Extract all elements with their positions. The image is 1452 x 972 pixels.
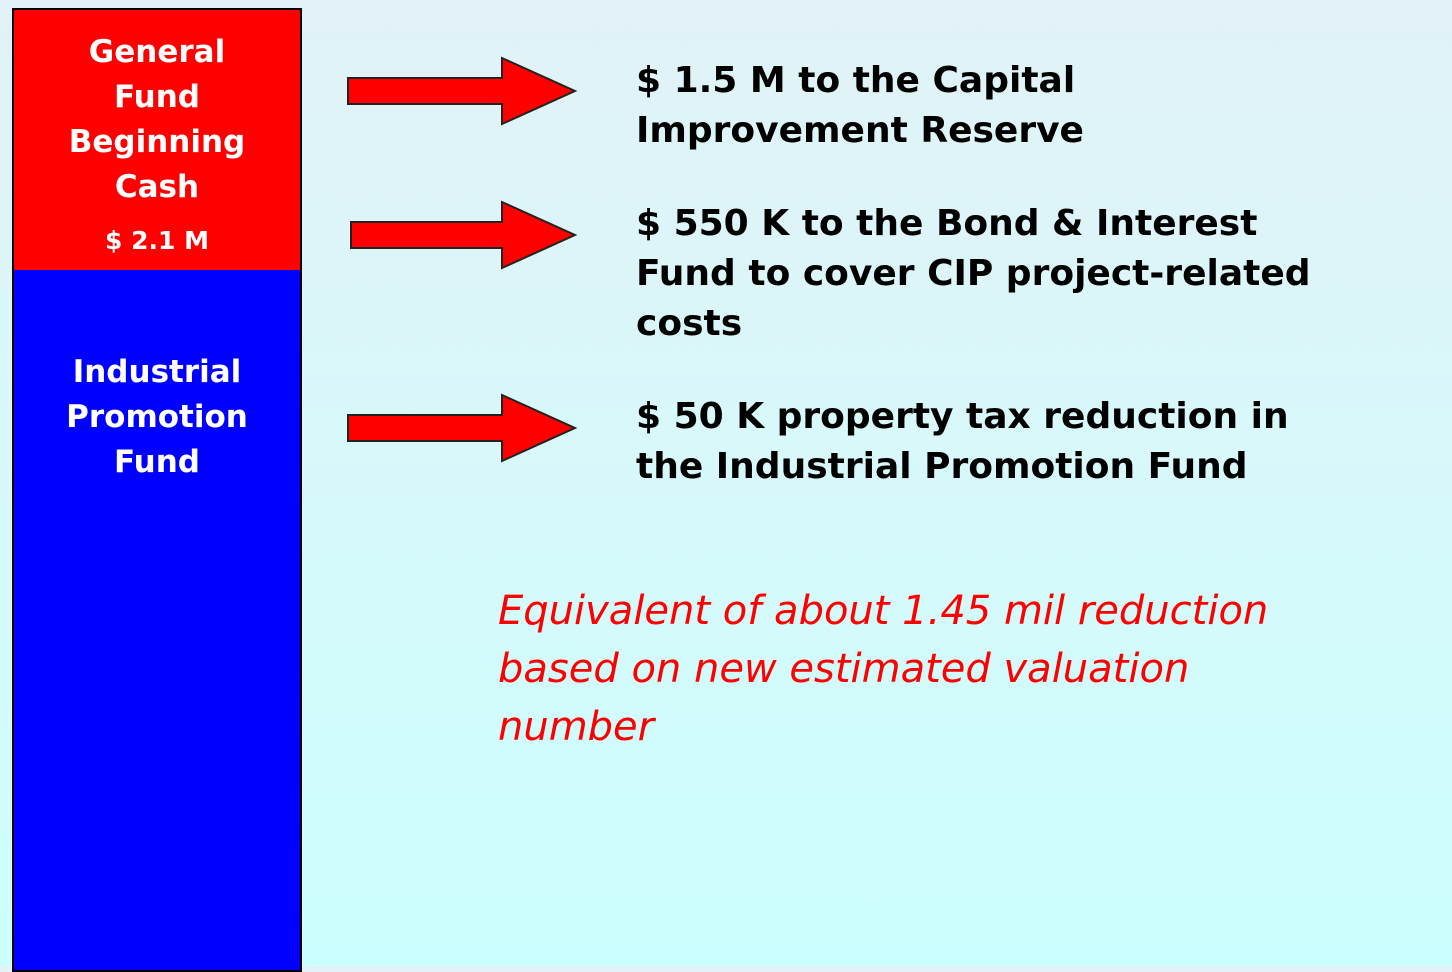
text-line: Industrial [72,354,242,390]
text-line: $ 50 K property tax reduction in [636,396,1289,437]
text-line: Equivalent of about 1.45 mil reduction [498,588,1269,634]
arrow [347,56,578,126]
item-text: $ 550 K to the Bond & Interest Fund to co… [636,199,1311,349]
text-line: Improvement Reserve [636,110,1084,151]
label: Industrial Promotion Fund [14,350,300,485]
arrows [347,56,578,463]
item-text: $ 1.5 M to the Capital Improvement Reserv… [636,56,1084,156]
text-line: Fund [114,444,200,480]
general-fund-box: General Fund Beginning Cash $ 2.1 M [12,8,302,272]
text-line: Fund to cover CIP project-related [636,253,1311,294]
amount: $ 2.1 M [105,226,209,255]
text-line: Beginning [68,124,246,160]
text-line: the Industrial Promotion Fund [636,446,1248,487]
label: General Fund Beginning Cash [14,30,300,210]
text-line: $ 550 K to the Bond & Interest [636,203,1258,244]
text-line: based on new estimated valuation [498,646,1190,692]
text-line: General [88,34,226,70]
text-line: Fund [114,79,200,115]
text-line: number [498,704,655,750]
arrow [347,393,578,463]
text-line: costs [636,303,743,344]
item-text: $ 50 K property tax reduction in the Indu… [636,392,1289,492]
text-line: $ 1.5 M to the Capital [636,60,1076,101]
text-line: Cash [114,169,200,205]
arrow [350,200,578,270]
note: Equivalent of about 1.45 mil reduction ba… [498,582,1268,756]
text-line: Promotion [66,399,248,435]
